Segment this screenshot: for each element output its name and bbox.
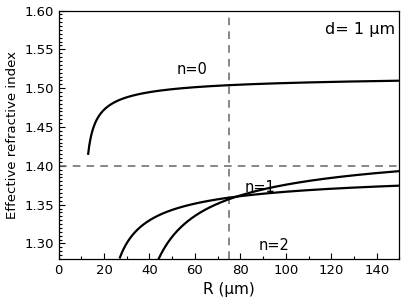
Text: n=1: n=1 [245,180,276,195]
Text: d= 1 μm: d= 1 μm [325,22,395,37]
Text: n=0: n=0 [177,62,208,77]
X-axis label: R (μm): R (μm) [203,282,255,298]
Y-axis label: Effective refractive index: Effective refractive index [6,51,19,219]
Text: n=2: n=2 [258,238,290,253]
